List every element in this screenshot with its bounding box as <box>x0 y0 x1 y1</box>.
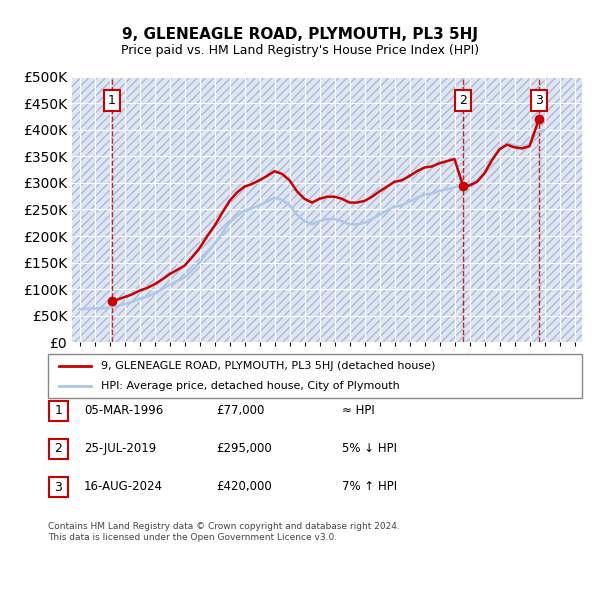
FancyBboxPatch shape <box>49 477 68 497</box>
Text: 2: 2 <box>459 94 467 107</box>
Text: 05-MAR-1996: 05-MAR-1996 <box>84 404 163 417</box>
Text: 9, GLENEAGLE ROAD, PLYMOUTH, PL3 5HJ: 9, GLENEAGLE ROAD, PLYMOUTH, PL3 5HJ <box>122 27 478 41</box>
FancyBboxPatch shape <box>49 439 68 459</box>
Text: HPI: Average price, detached house, City of Plymouth: HPI: Average price, detached house, City… <box>101 381 400 391</box>
Text: 1: 1 <box>55 404 62 417</box>
Text: 2: 2 <box>55 442 62 455</box>
Text: ≈ HPI: ≈ HPI <box>342 404 375 417</box>
Text: 3: 3 <box>55 481 62 494</box>
Text: 7% ↑ HPI: 7% ↑ HPI <box>342 480 397 493</box>
Text: 3: 3 <box>535 94 543 107</box>
Text: 9, GLENEAGLE ROAD, PLYMOUTH, PL3 5HJ (detached house): 9, GLENEAGLE ROAD, PLYMOUTH, PL3 5HJ (de… <box>101 362 436 371</box>
FancyBboxPatch shape <box>49 401 68 421</box>
Text: Contains HM Land Registry data © Crown copyright and database right 2024.
This d: Contains HM Land Registry data © Crown c… <box>48 522 400 542</box>
FancyBboxPatch shape <box>48 354 582 398</box>
Text: £77,000: £77,000 <box>216 404 265 417</box>
Text: 25-JUL-2019: 25-JUL-2019 <box>84 442 156 455</box>
Text: 5% ↓ HPI: 5% ↓ HPI <box>342 442 397 455</box>
Text: 16-AUG-2024: 16-AUG-2024 <box>84 480 163 493</box>
Text: £295,000: £295,000 <box>216 442 272 455</box>
Text: 1: 1 <box>108 94 116 107</box>
Text: Price paid vs. HM Land Registry's House Price Index (HPI): Price paid vs. HM Land Registry's House … <box>121 44 479 57</box>
Text: £420,000: £420,000 <box>216 480 272 493</box>
